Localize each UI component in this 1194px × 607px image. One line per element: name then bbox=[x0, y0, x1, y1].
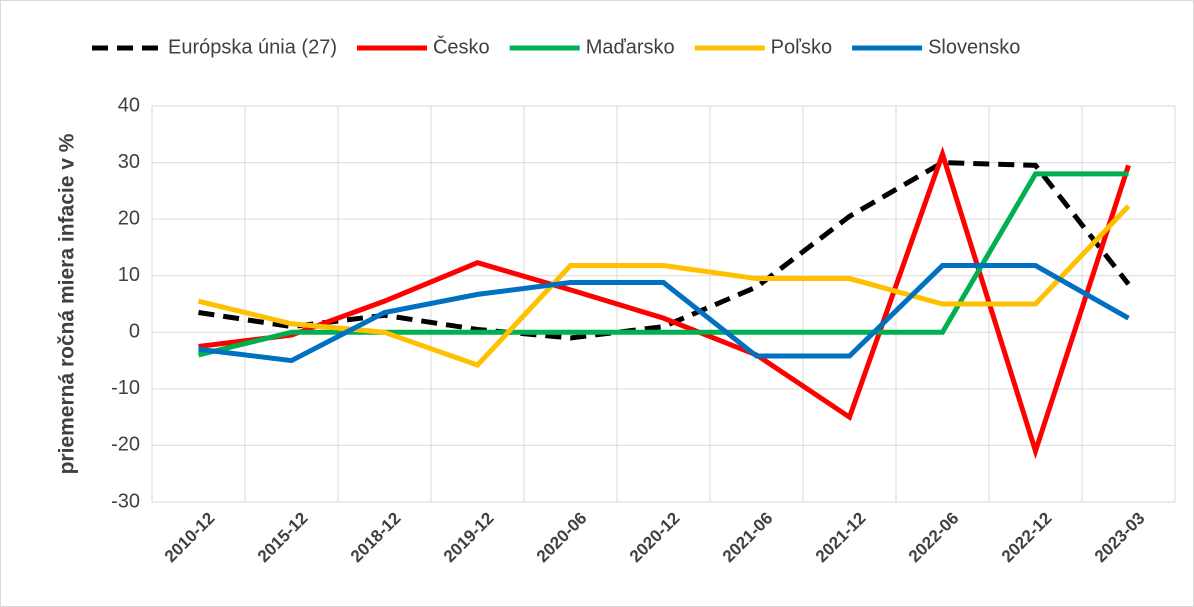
y-tick-label: -20 bbox=[111, 434, 140, 456]
legend-label: Česko bbox=[433, 35, 490, 58]
y-axis-label: priemerná ročná miera infacie v % bbox=[56, 133, 79, 474]
legend-label: Poľsko bbox=[771, 36, 832, 58]
series-line bbox=[198, 160, 1131, 341]
legend-label: Európska únia (27) bbox=[168, 36, 337, 58]
legend-label: Slovensko bbox=[928, 36, 1020, 58]
y-tick-label: 10 bbox=[118, 264, 140, 286]
y-tick-label: 30 bbox=[118, 151, 140, 173]
y-tick-label: -30 bbox=[111, 490, 140, 512]
y-tick-label: -10 bbox=[111, 377, 140, 399]
y-tick-label: 20 bbox=[118, 207, 140, 229]
legend-label: Maďarsko bbox=[586, 36, 675, 58]
y-tick-label: 40 bbox=[118, 94, 140, 116]
series-line bbox=[197, 171, 1129, 358]
y-tick-label: 0 bbox=[129, 321, 140, 343]
series-line bbox=[198, 263, 1130, 364]
series-line bbox=[198, 146, 1131, 460]
